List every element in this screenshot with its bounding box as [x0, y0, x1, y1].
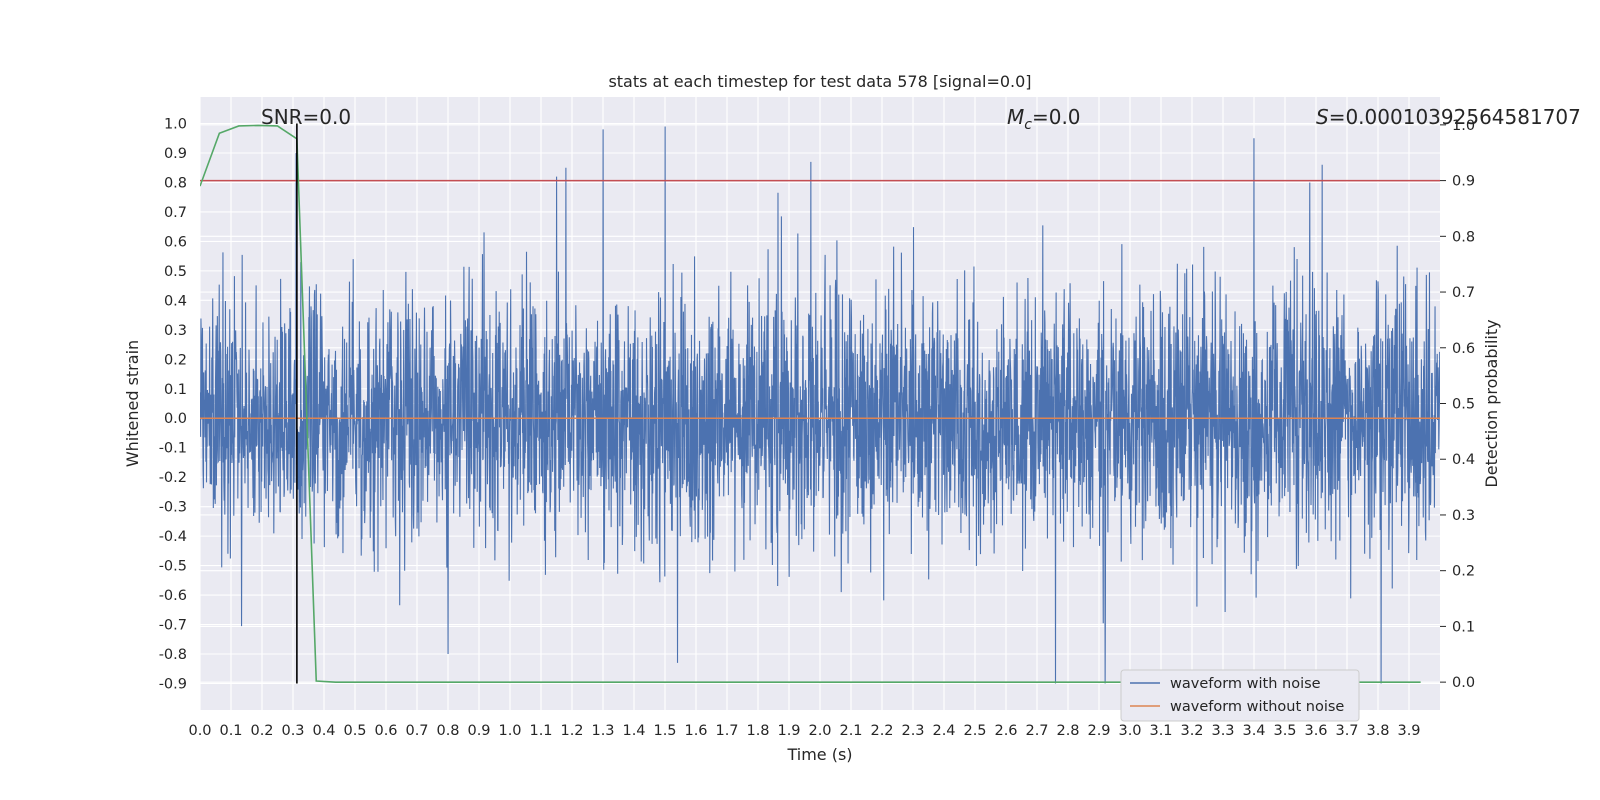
x-tick-label-19: 1.9 [777, 723, 800, 739]
y-tick-label-1: -0.8 [159, 647, 187, 663]
y-tick-label-3: -0.6 [159, 588, 187, 604]
x-tick-label-26: 2.6 [994, 723, 1017, 739]
y-tick-label-9: 0.0 [164, 411, 187, 427]
x-tick-label-9: 0.9 [467, 723, 490, 739]
y-tick-label-14: 0.5 [164, 264, 187, 280]
y-tick-label-19: 1.0 [164, 117, 187, 133]
x-tick-label-13: 1.3 [591, 723, 614, 739]
waveform-with-noise-series [200, 126, 1440, 684]
legend-box [1120, 669, 1360, 722]
x-tick-label-8: 0.8 [436, 723, 459, 739]
y-tick-label-16: 0.7 [164, 205, 187, 221]
y-tick-label-2: -0.7 [159, 618, 187, 634]
y2-axis-label: Detection probability [1482, 319, 1501, 487]
legend-label-clean: waveform without noise [1170, 699, 1344, 715]
x-tick-label-23: 2.3 [901, 723, 924, 739]
waveform-with-noise-line [200, 126, 1440, 684]
y-tick-label-6: -0.3 [159, 500, 187, 516]
chart-title: stats at each timestep for test data 578… [608, 72, 1031, 91]
y2-tick-label-1: 0.1 [1452, 619, 1475, 635]
x-tick-label-17: 1.7 [715, 723, 738, 739]
y-tick-label-7: -0.2 [159, 470, 187, 486]
y-tick-label-12: 0.3 [164, 323, 187, 339]
x-axis-label: Time (s) [786, 745, 852, 764]
x-tick-label-20: 2.0 [808, 723, 831, 739]
x-tick-label-11: 1.1 [529, 723, 552, 739]
y2-tick-label-0: 0.0 [1452, 675, 1475, 691]
x-tick-label-29: 2.9 [1087, 723, 1110, 739]
s-annotation: S=0.00010392564581707 [1316, 105, 1581, 129]
x-tick-label-30: 3.0 [1118, 723, 1141, 739]
x-tick-label-2: 0.2 [250, 723, 273, 739]
y2-tick-label-10: 1.0 [1452, 118, 1475, 134]
x-tick-label-36: 3.6 [1304, 723, 1327, 739]
x-tick-label-31: 3.1 [1149, 723, 1172, 739]
x-tick-label-35: 3.5 [1273, 723, 1296, 739]
x-tick-label-32: 3.2 [1180, 723, 1203, 739]
x-tick-label-10: 1.0 [498, 723, 521, 739]
y2-tick-label-2: 0.2 [1452, 564, 1475, 580]
y-tick-label-18: 0.9 [164, 146, 187, 162]
legend: waveform with noise waveform without noi… [1120, 669, 1360, 722]
x-tick-label-34: 3.4 [1242, 723, 1265, 739]
x-tick-label-18: 1.8 [746, 723, 769, 739]
y-tick-label-4: -0.5 [159, 559, 187, 575]
x-tick-label-37: 3.7 [1335, 723, 1358, 739]
y-tick-label-10: 0.1 [164, 382, 187, 398]
mc-symbol: M [1007, 105, 1024, 129]
legend-label-noise: waveform with noise [1170, 676, 1321, 692]
x-tick-label-5: 0.5 [343, 723, 366, 739]
snr-annotation: SNR=0.0 [261, 105, 351, 129]
x-tick-label-0: 0.0 [188, 723, 211, 739]
x-tick-label-24: 2.4 [932, 723, 955, 739]
y2-tick-label-9: 0.9 [1452, 174, 1475, 190]
y2-tick-label-3: 0.3 [1452, 508, 1475, 524]
ticks: 0.0 0.1 0.2 0.3 0.4 0.5 0.6 0.7 0.8 0.9 1.0 1.1 1.2 1… [159, 117, 1475, 739]
y2-tick-label-6: 0.6 [1452, 341, 1475, 357]
x-tick-label-4: 0.4 [312, 723, 335, 739]
x-tick-label-21: 2.1 [839, 723, 862, 739]
x-tick-label-7: 0.7 [405, 723, 428, 739]
x-tick-label-39: 3.9 [1397, 723, 1420, 739]
x-tick-label-12: 1.2 [560, 723, 583, 739]
y-tick-label-13: 0.4 [164, 293, 187, 309]
y2-tick-label-4: 0.4 [1452, 452, 1475, 468]
y2-tick-label-8: 0.8 [1452, 229, 1475, 245]
x-tick-label-38: 3.8 [1366, 723, 1389, 739]
s-value: =0.00010392564581707 [1329, 105, 1581, 129]
x-tick-label-16: 1.6 [684, 723, 707, 739]
y-tick-label-0: -0.9 [159, 676, 187, 692]
overlay-lines [200, 123, 1440, 684]
detection-probability-line [200, 124, 1421, 683]
y-tick-label-15: 0.6 [164, 234, 187, 250]
x-tick-label-15: 1.5 [653, 723, 676, 739]
chirp-mass-annotation: Mc=0.0 [1007, 105, 1081, 133]
mc-value: =0.0 [1032, 105, 1081, 129]
x-tick-label-1: 0.1 [219, 723, 242, 739]
y-tick-label-8: -0.1 [159, 441, 187, 457]
x-tick-label-22: 2.2 [870, 723, 893, 739]
x-tick-label-27: 2.7 [1025, 723, 1048, 739]
x-tick-label-3: 0.3 [281, 723, 304, 739]
x-tick-label-33: 3.3 [1211, 723, 1234, 739]
x-tick-label-14: 1.4 [622, 723, 645, 739]
y2-tick-label-7: 0.7 [1452, 285, 1475, 301]
y-tick-label-5: -0.4 [159, 529, 187, 545]
x-tick-label-28: 2.8 [1056, 723, 1079, 739]
y2-tick-label-5: 0.5 [1452, 397, 1475, 413]
mc-subscript: c [1024, 117, 1032, 133]
y-tick-label-11: 0.2 [164, 352, 187, 368]
x-tick-label-25: 2.5 [963, 723, 986, 739]
y-tick-label-17: 0.8 [164, 175, 187, 191]
s-symbol: S [1316, 105, 1329, 129]
y-axis-label: Whitened strain [123, 340, 142, 467]
x-tick-label-6: 0.6 [374, 723, 397, 739]
